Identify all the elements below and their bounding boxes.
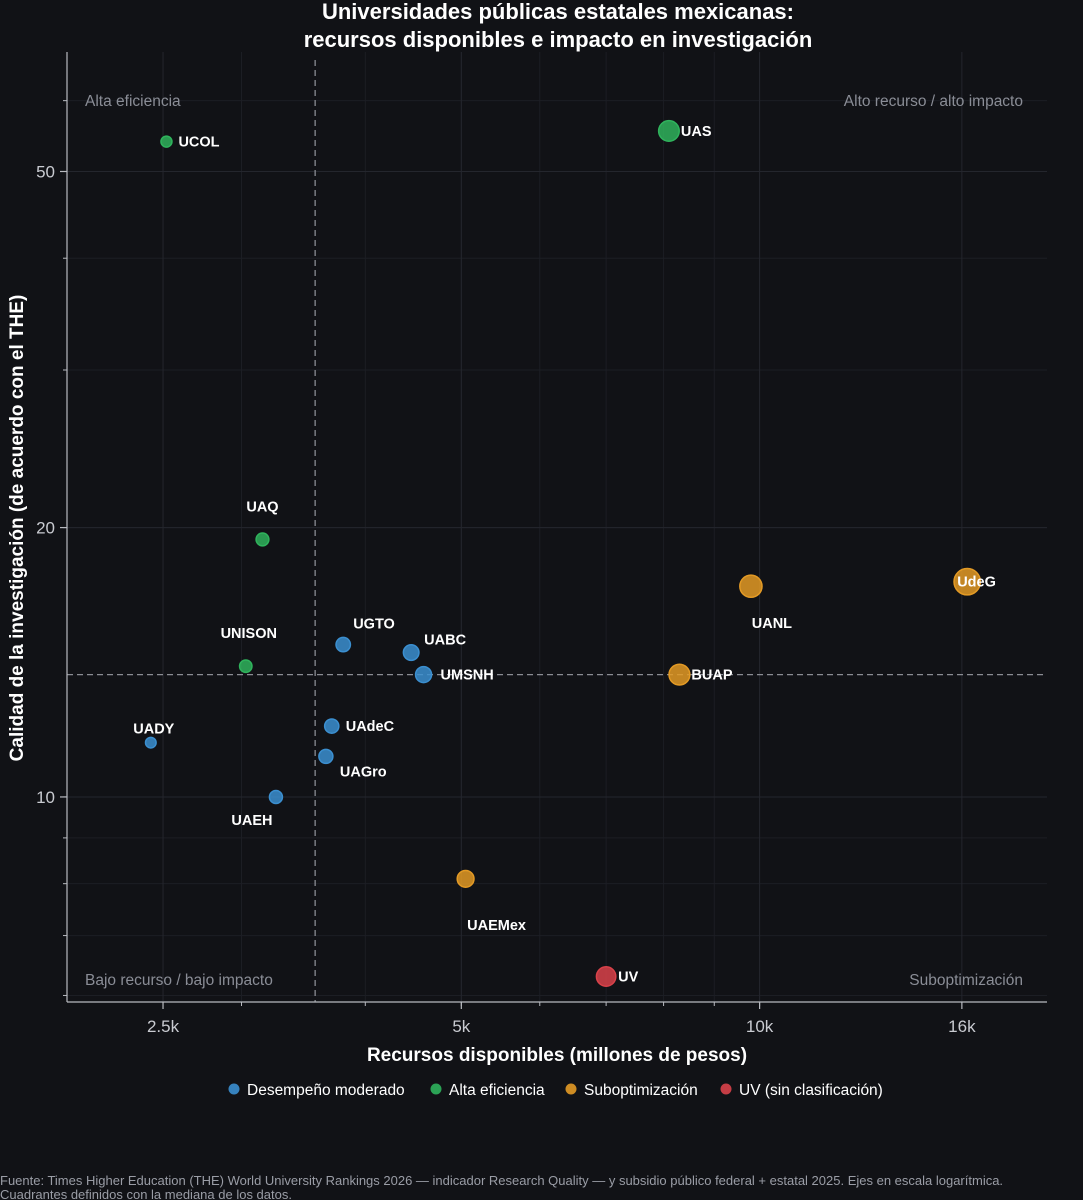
point-uagro	[318, 748, 334, 765]
point-label-ugto: UGTO	[353, 617, 395, 633]
point-label-uaq: UAQ	[246, 499, 278, 515]
legend-label: Alta eficiencia	[449, 1082, 545, 1099]
point-uadec	[323, 718, 340, 734]
chart-subtitle: recursos disponibles e impacto en invest…	[304, 27, 813, 52]
x-ticks: 2.5k 5k 10k 16k	[147, 1002, 976, 1036]
point-label-uabc: UABC	[424, 633, 466, 649]
legend-marker	[565, 1083, 577, 1095]
point-label-uaeh: UAEH	[231, 813, 272, 829]
legend-item: UV (sin clasificación)	[720, 1082, 883, 1099]
legend-marker	[228, 1083, 240, 1095]
point-label-uadec: UAdeC	[346, 719, 395, 735]
point-label-uady: UADY	[133, 722, 174, 738]
point-uabc	[402, 644, 420, 662]
point-label-uagro: UAGro	[340, 764, 387, 780]
grid	[67, 52, 1047, 1002]
point-label-ucol: UCOL	[178, 135, 219, 151]
x-tick-label: 5k	[452, 1017, 470, 1036]
legend-label: Suboptimización	[584, 1082, 698, 1099]
point-uady	[144, 736, 157, 749]
legend-label: UV (sin clasificación)	[739, 1082, 883, 1099]
point-ugto	[335, 636, 352, 653]
quadrant-label-top-left: Alta eficiencia	[85, 93, 181, 110]
point-label-uanl: UANL	[752, 616, 792, 632]
y-axis-label: Calidad de la investigación (de acuerdo …	[7, 295, 28, 762]
point-uanl	[739, 574, 763, 599]
x-tick-label: 10k	[746, 1017, 774, 1036]
footer-source: Fuente: Times Higher Education (THE) Wor…	[0, 1173, 1003, 1188]
point-udeg	[953, 567, 982, 596]
data-points	[144, 119, 982, 987]
legend-item: Alta eficiencia	[430, 1082, 545, 1099]
x-axis-label: Recursos disponibles (millones de pesos)	[367, 1045, 747, 1066]
point-label-udeg: UdeG	[957, 575, 996, 591]
legend-marker	[720, 1083, 732, 1095]
legend-label: Desempeño moderado	[247, 1082, 405, 1099]
point-uas	[657, 119, 680, 142]
y-tick-label: 50	[36, 162, 55, 181]
legend-marker	[430, 1083, 442, 1095]
legend: Desempeño moderado Alta eficiencia Subopti…	[228, 1082, 883, 1099]
point-label-uas: UAS	[681, 124, 712, 140]
point-label-unison: UNISON	[221, 626, 277, 642]
point-umsnh	[414, 665, 433, 684]
point-label-buap: BUAP	[691, 668, 732, 684]
quadrant-label-top-right: Alto recurso / alto impacto	[844, 93, 1023, 110]
quadrant-label-bottom-right: Suboptimización	[909, 972, 1023, 989]
x-tick-label: 16k	[948, 1017, 976, 1036]
point-ucol	[160, 135, 173, 148]
point-uv	[595, 966, 617, 987]
point-labels: UCOL UAS UAQ UNISON UADY UAEH UGTO UABC UMSNH UAd…	[133, 124, 996, 986]
y-tick-label: 10	[36, 788, 55, 807]
footer-note: Cuadrantes definidos con la mediana de l…	[0, 1187, 292, 1200]
point-uaemex	[456, 869, 475, 888]
point-label-uaemex: UAEMex	[467, 918, 526, 934]
legend-item: Desempeño moderado	[228, 1082, 405, 1099]
point-buap	[668, 663, 691, 686]
point-label-umsnh: UMSNH	[441, 668, 494, 684]
quadrant-label-bottom-left: Bajo recurso / bajo impacto	[85, 972, 273, 989]
point-uaeh	[268, 789, 284, 805]
y-ticks: 10 20 50	[36, 100, 67, 996]
point-unison	[238, 659, 253, 674]
chart-title: Universidades públicas estatales mexican…	[322, 0, 794, 24]
y-tick-label: 20	[36, 519, 55, 538]
point-label-uv: UV	[618, 970, 638, 986]
x-tick-label: 2.5k	[147, 1017, 180, 1036]
point-uaq	[255, 532, 270, 547]
median-lines	[67, 60, 1047, 1002]
legend-item: Suboptimización	[565, 1082, 698, 1099]
